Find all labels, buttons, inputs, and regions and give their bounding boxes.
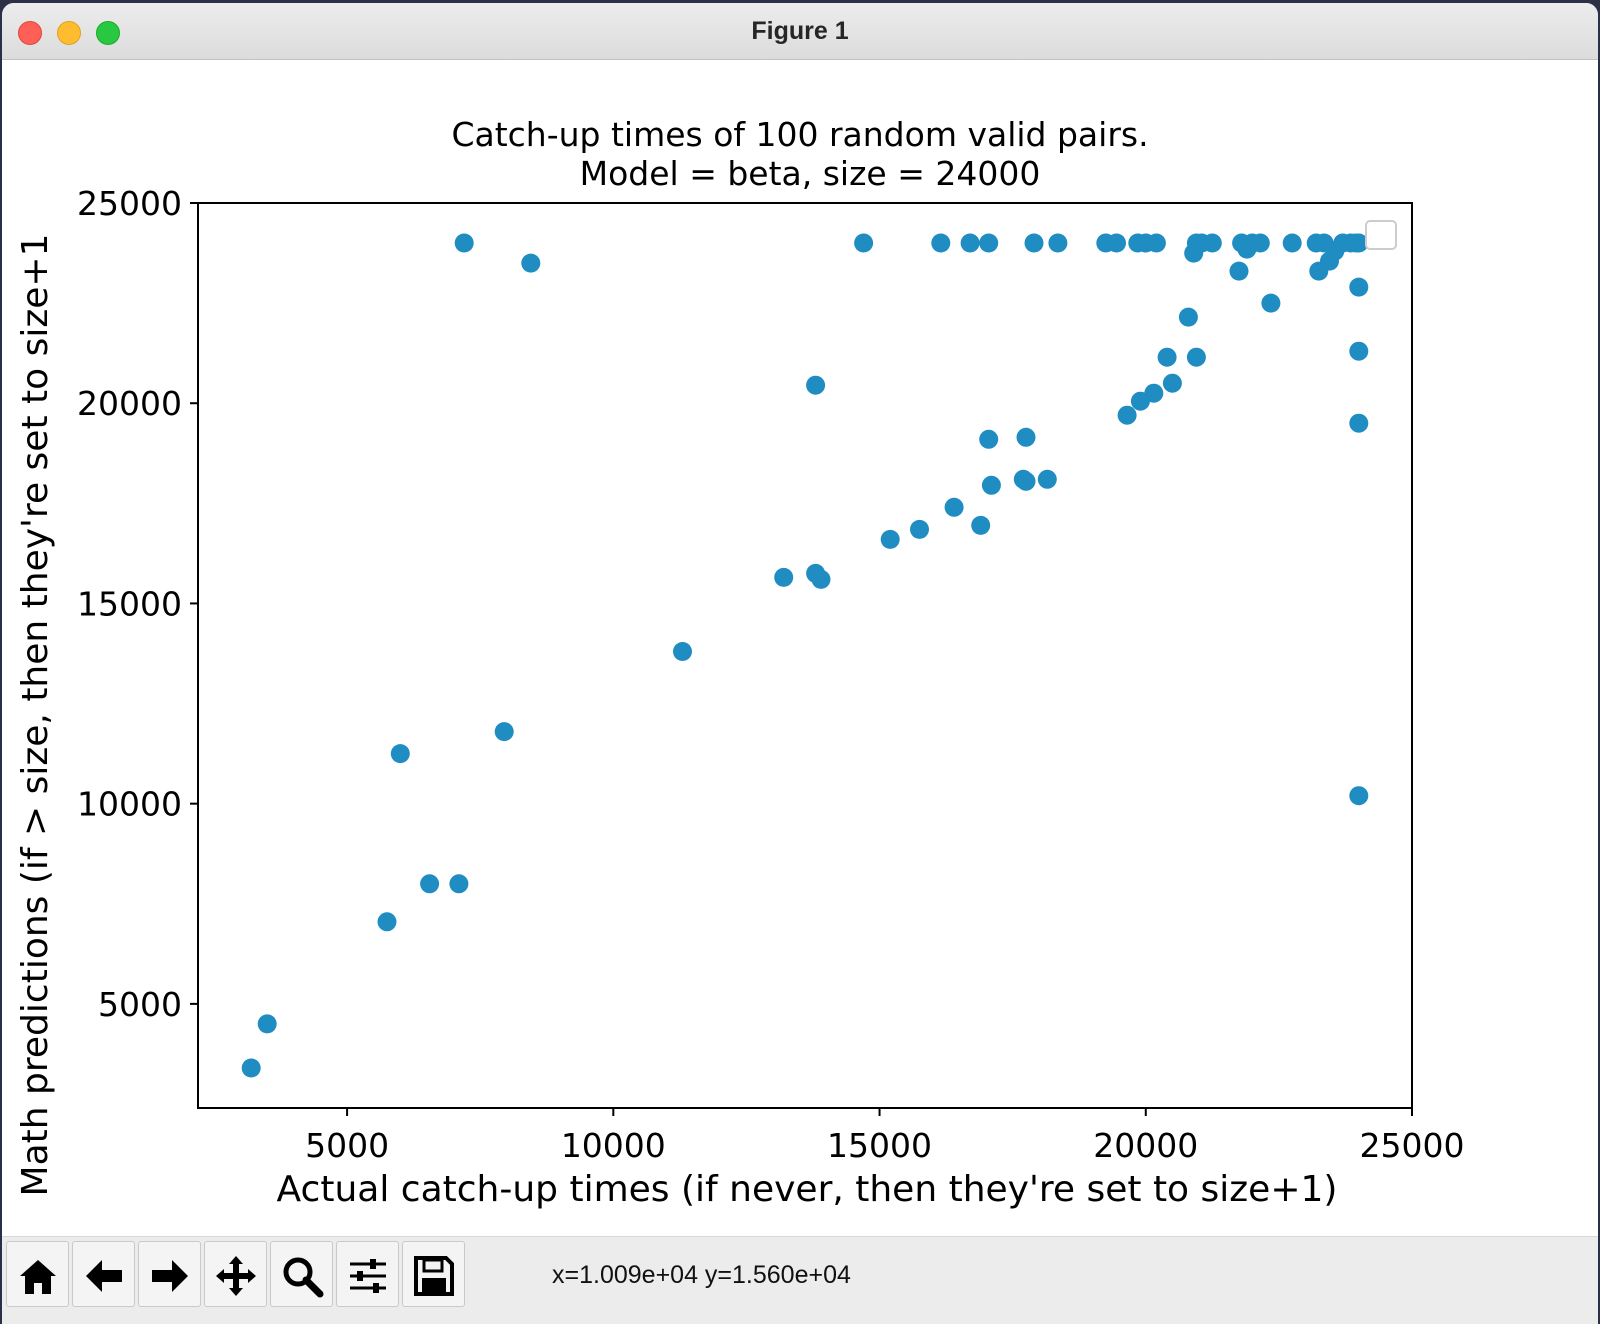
chart-subtitle: Model = beta, size = 24000 xyxy=(580,154,1041,193)
home-icon xyxy=(20,1260,56,1294)
scatter-point xyxy=(944,497,964,517)
pan-move-icon xyxy=(216,1256,256,1296)
scatter-point xyxy=(960,233,980,253)
scatter-point xyxy=(1261,293,1281,313)
configure-subplots-button[interactable] xyxy=(336,1241,399,1307)
pan-button[interactable] xyxy=(204,1241,267,1307)
zoom-magnifier-icon xyxy=(283,1257,324,1298)
scatter-point xyxy=(1178,307,1198,327)
scatter-point xyxy=(494,722,514,742)
y-axis: 5000 10000 15000 20000 25000 xyxy=(77,184,198,1024)
scatter-point xyxy=(1282,233,1302,253)
y-tick-label: 10000 xyxy=(77,785,182,824)
x-tick-label: 15000 xyxy=(827,1126,932,1165)
plot-frame xyxy=(197,202,1413,1109)
navigation-toolbar: x=1.009e+04 y=1.560e+04 xyxy=(2,1236,1598,1324)
close-window-button[interactable] xyxy=(18,21,42,45)
scatter-point xyxy=(774,567,794,587)
y-tick-label: 25000 xyxy=(77,184,182,223)
scatter-point xyxy=(1202,233,1222,253)
home-button[interactable] xyxy=(6,1241,69,1307)
scatter-point xyxy=(1037,469,1057,489)
scatter-point xyxy=(1349,341,1369,361)
scatter-point xyxy=(673,642,692,661)
x-tick-label: 10000 xyxy=(561,1126,666,1165)
sliders-configure-icon xyxy=(350,1259,386,1293)
forward-arrow-icon xyxy=(152,1260,188,1292)
x-axis: 5000 10000 15000 20000 25000 xyxy=(305,1108,1464,1165)
scatter-point xyxy=(981,475,1001,495)
y-tick-label: 5000 xyxy=(98,985,182,1024)
scatter-point xyxy=(454,233,474,253)
scatter-point xyxy=(1107,233,1126,253)
save-floppy-icon xyxy=(414,1256,454,1296)
legend-box xyxy=(1365,220,1397,250)
scatter-point xyxy=(1117,405,1137,425)
scatter-point xyxy=(1186,347,1206,367)
scatter-point xyxy=(420,874,440,894)
forward-button[interactable] xyxy=(138,1241,201,1307)
title-bar[interactable]: Figure 1 xyxy=(2,3,1598,60)
scatter-point xyxy=(1157,347,1177,367)
scatter-point xyxy=(390,744,410,764)
scatter-point xyxy=(1250,233,1270,253)
scatter-point xyxy=(1349,277,1369,297)
scatter-point xyxy=(1144,383,1164,403)
scatter-point xyxy=(811,569,831,589)
scatter-point xyxy=(521,253,541,273)
scatter-point xyxy=(1016,427,1036,447)
back-arrow-icon xyxy=(86,1260,122,1292)
scatter-point xyxy=(1229,261,1249,281)
figure-canvas[interactable]: Catch-up times of 100 random valid pairs… xyxy=(2,60,1598,1236)
scatter-point xyxy=(1016,471,1036,491)
save-button[interactable] xyxy=(402,1241,465,1307)
scatter-point xyxy=(880,529,900,549)
maximize-window-button[interactable] xyxy=(96,21,120,45)
y-tick-label: 15000 xyxy=(77,584,182,623)
scatter-point xyxy=(257,1014,277,1034)
scatter-point xyxy=(806,375,826,395)
x-tick-label: 5000 xyxy=(305,1126,389,1165)
scatter-point xyxy=(449,874,469,894)
figure-window: Figure 1 Catch-up times of 100 random va… xyxy=(2,3,1598,1324)
scatter-point xyxy=(854,233,874,253)
scatter-point xyxy=(979,233,999,253)
y-tick-label: 20000 xyxy=(77,384,182,423)
cursor-coordinates: x=1.009e+04 y=1.560e+04 xyxy=(552,1261,851,1289)
x-tick-label: 25000 xyxy=(1360,1126,1465,1165)
scatter-point xyxy=(1162,373,1182,393)
scatter-point xyxy=(910,519,929,539)
scatter-point xyxy=(241,1058,261,1078)
scatter-point xyxy=(1349,786,1369,806)
scatter-point xyxy=(979,429,999,449)
back-button[interactable] xyxy=(72,1241,135,1307)
scatter-point xyxy=(377,912,397,932)
y-axis-label: Math predictions (if > size, then they'r… xyxy=(15,234,56,1197)
zoom-button[interactable] xyxy=(270,1241,333,1307)
scatter-point xyxy=(1024,233,1044,253)
scatter-point xyxy=(931,233,951,253)
x-axis-label: Actual catch-up times (if never, then th… xyxy=(277,1169,1338,1210)
scatter-point xyxy=(1349,413,1369,433)
scatter-point xyxy=(1146,233,1166,253)
x-tick-label: 20000 xyxy=(1093,1126,1198,1165)
scatter-point xyxy=(971,515,991,535)
minimize-window-button[interactable] xyxy=(57,21,81,45)
scatter-point xyxy=(1349,233,1369,253)
plot-area[interactable] xyxy=(241,233,1369,1078)
chart-title: Catch-up times of 100 random valid pairs… xyxy=(451,115,1148,154)
window-title: Figure 1 xyxy=(751,17,849,45)
scatter-point xyxy=(1048,233,1068,253)
